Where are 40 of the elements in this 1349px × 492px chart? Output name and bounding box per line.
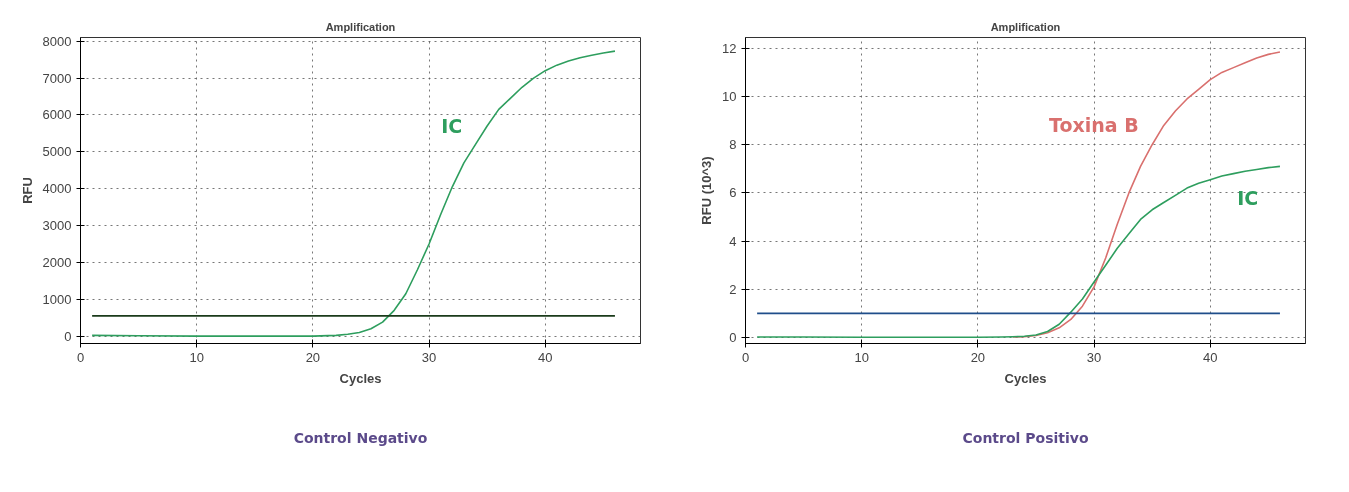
y-tick-label: 0 bbox=[64, 328, 72, 344]
y-tick-label: 12 bbox=[722, 40, 737, 56]
y-tick-label: 6000 bbox=[42, 107, 72, 123]
y-tick-label: 4000 bbox=[42, 181, 72, 197]
y-tick-label: 0 bbox=[729, 329, 737, 345]
y-axis-title: RFU (10^3) bbox=[699, 156, 715, 225]
x-tick-label: 10 bbox=[854, 349, 869, 365]
chart-title: Amplification bbox=[990, 20, 1061, 33]
text: Control Negativo bbox=[293, 429, 428, 446]
y-tick-label: 7000 bbox=[42, 70, 72, 86]
series-label: IC bbox=[441, 114, 463, 137]
series-label: IC bbox=[1237, 186, 1259, 209]
x-tick-label: 0 bbox=[741, 349, 750, 365]
text: Control Positivo bbox=[962, 429, 1089, 446]
x-tick-label: 0 bbox=[76, 349, 85, 365]
y-tick-label: 2 bbox=[729, 281, 737, 297]
y-tick-label: 4 bbox=[729, 233, 737, 249]
line-series bbox=[91, 50, 616, 337]
y-tick-label: 5000 bbox=[42, 144, 72, 160]
y-tick-label: 8 bbox=[729, 137, 737, 153]
y-tick-label: 2000 bbox=[42, 254, 72, 270]
x-tick-label: 10 bbox=[189, 349, 204, 365]
x-tick-label: 20 bbox=[305, 349, 321, 365]
x-tick-label: 30 bbox=[421, 349, 437, 365]
line-series bbox=[1011, 51, 1281, 338]
series-label: Toxina B bbox=[1049, 114, 1139, 137]
y-tick-label: 10 bbox=[722, 89, 737, 105]
y-axis-title: RFU bbox=[19, 177, 35, 204]
line-series bbox=[756, 165, 1281, 339]
x-tick-label: 40 bbox=[538, 349, 553, 365]
y-tick-label: 1000 bbox=[42, 291, 72, 307]
y-tick-label: 6 bbox=[729, 185, 737, 201]
x-tick-label: 20 bbox=[970, 349, 986, 365]
y-tick-label: 3000 bbox=[42, 218, 72, 234]
x-axis-title: Cycles bbox=[339, 370, 382, 386]
x-tick-label: 30 bbox=[1086, 349, 1102, 365]
y-tick-label: 8000 bbox=[42, 33, 72, 49]
x-axis-title: Cycles bbox=[1004, 370, 1047, 386]
x-tick-label: 40 bbox=[1203, 349, 1218, 365]
chart-title: Amplification bbox=[325, 20, 396, 33]
